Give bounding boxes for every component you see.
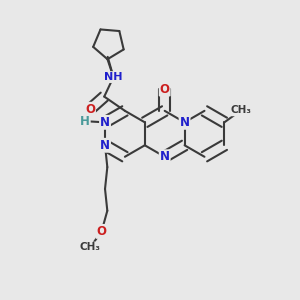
Text: N: N	[160, 150, 170, 163]
Text: O: O	[160, 82, 170, 95]
Text: CH₃: CH₃	[230, 105, 251, 116]
Text: H: H	[80, 115, 90, 128]
Text: N: N	[100, 116, 110, 129]
Text: N: N	[180, 116, 190, 129]
Text: CH₃: CH₃	[80, 242, 100, 253]
Text: O: O	[97, 225, 106, 238]
Text: N: N	[100, 139, 110, 152]
Text: O: O	[85, 103, 95, 116]
Text: NH: NH	[104, 72, 123, 82]
